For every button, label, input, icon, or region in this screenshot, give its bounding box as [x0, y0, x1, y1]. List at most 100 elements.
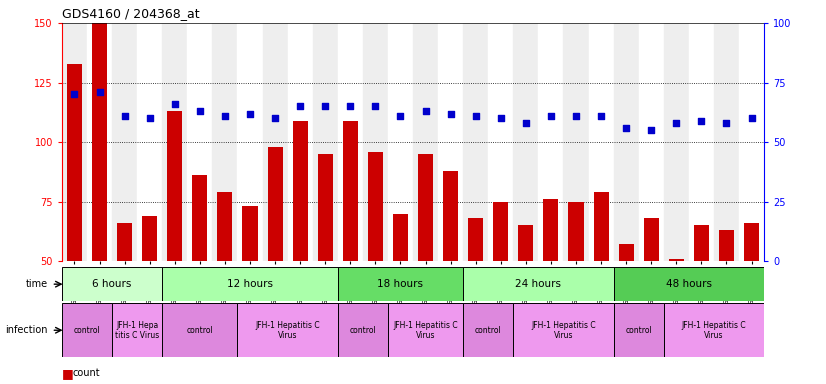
Bar [287, 23, 313, 261]
Text: control: control [475, 326, 501, 335]
Bar [689, 23, 714, 261]
Point [595, 113, 608, 119]
Bar [363, 23, 388, 261]
Bar [694, 225, 709, 261]
Bar [744, 223, 759, 261]
Bar [563, 23, 588, 261]
Point [143, 115, 156, 121]
Bar [463, 23, 488, 261]
Point [620, 125, 633, 131]
Text: infection: infection [6, 325, 48, 335]
Bar [318, 154, 333, 261]
Bar [619, 245, 634, 261]
Bar [468, 218, 483, 261]
Text: control: control [74, 326, 101, 335]
Point [319, 103, 332, 109]
Bar [92, 23, 107, 261]
Bar [614, 267, 764, 301]
Text: control: control [625, 326, 652, 335]
Bar [739, 23, 764, 261]
Bar [544, 199, 558, 261]
Bar [167, 111, 183, 261]
Bar [513, 23, 539, 261]
Text: ■: ■ [62, 382, 74, 384]
Text: ■: ■ [62, 367, 74, 380]
Bar [162, 267, 338, 301]
Bar [643, 218, 659, 261]
Point [244, 111, 257, 117]
Bar [664, 23, 689, 261]
Bar [217, 192, 232, 261]
Bar [343, 121, 358, 261]
Bar [588, 23, 614, 261]
Point [93, 89, 107, 95]
Bar [162, 303, 238, 357]
Point [569, 113, 582, 119]
Bar [519, 225, 534, 261]
Text: JFH-1 Hepa
titis C Virus: JFH-1 Hepa titis C Virus [115, 321, 159, 340]
Text: control: control [349, 326, 376, 335]
Point [193, 108, 206, 114]
Text: 6 hours: 6 hours [93, 279, 132, 289]
Bar [413, 23, 438, 261]
Text: GDS4160 / 204368_at: GDS4160 / 204368_at [62, 7, 200, 20]
Point [169, 101, 182, 107]
Point [118, 113, 131, 119]
Point [469, 113, 482, 119]
Bar [388, 303, 463, 357]
Point [368, 103, 382, 109]
Point [293, 103, 306, 109]
Point [444, 111, 458, 117]
Text: JFH-1 Hepatitis C
Virus: JFH-1 Hepatitis C Virus [255, 321, 320, 340]
Text: count: count [73, 368, 100, 378]
Text: time: time [26, 279, 48, 289]
Bar [338, 23, 363, 261]
Bar [243, 206, 258, 261]
Bar [212, 23, 238, 261]
Bar [67, 63, 82, 261]
Bar [368, 152, 383, 261]
Bar [338, 267, 463, 301]
Bar [614, 23, 638, 261]
Bar [638, 23, 664, 261]
Point [670, 120, 683, 126]
Text: 18 hours: 18 hours [377, 279, 424, 289]
Bar [539, 23, 563, 261]
Bar [488, 23, 513, 261]
Point [68, 91, 81, 98]
Text: 48 hours: 48 hours [666, 279, 712, 289]
Bar [664, 303, 764, 357]
Bar [493, 202, 508, 261]
Point [544, 113, 558, 119]
Text: 12 hours: 12 hours [227, 279, 273, 289]
Bar [268, 147, 282, 261]
Bar [142, 216, 157, 261]
Bar [62, 303, 112, 357]
Text: JFH-1 Hepatitis C
Virus: JFH-1 Hepatitis C Virus [393, 321, 458, 340]
Bar [388, 23, 413, 261]
Text: JFH-1 Hepatitis C
Virus: JFH-1 Hepatitis C Virus [531, 321, 596, 340]
Point [745, 115, 758, 121]
Bar [669, 259, 684, 261]
Bar [87, 23, 112, 261]
Point [494, 115, 507, 121]
Point [218, 113, 231, 119]
Bar [188, 23, 212, 261]
Bar [238, 23, 263, 261]
Bar [162, 23, 188, 261]
Bar [62, 267, 162, 301]
Bar [137, 23, 162, 261]
Point [268, 115, 282, 121]
Bar [393, 214, 408, 261]
Text: 24 hours: 24 hours [515, 279, 562, 289]
Bar [443, 170, 458, 261]
Point [344, 103, 357, 109]
Point [695, 118, 708, 124]
Text: JFH-1 Hepatitis C
Virus: JFH-1 Hepatitis C Virus [681, 321, 746, 340]
Bar [438, 23, 463, 261]
Bar [112, 23, 137, 261]
Bar [594, 192, 609, 261]
Bar [714, 23, 739, 261]
Point [394, 113, 407, 119]
Bar [112, 303, 162, 357]
